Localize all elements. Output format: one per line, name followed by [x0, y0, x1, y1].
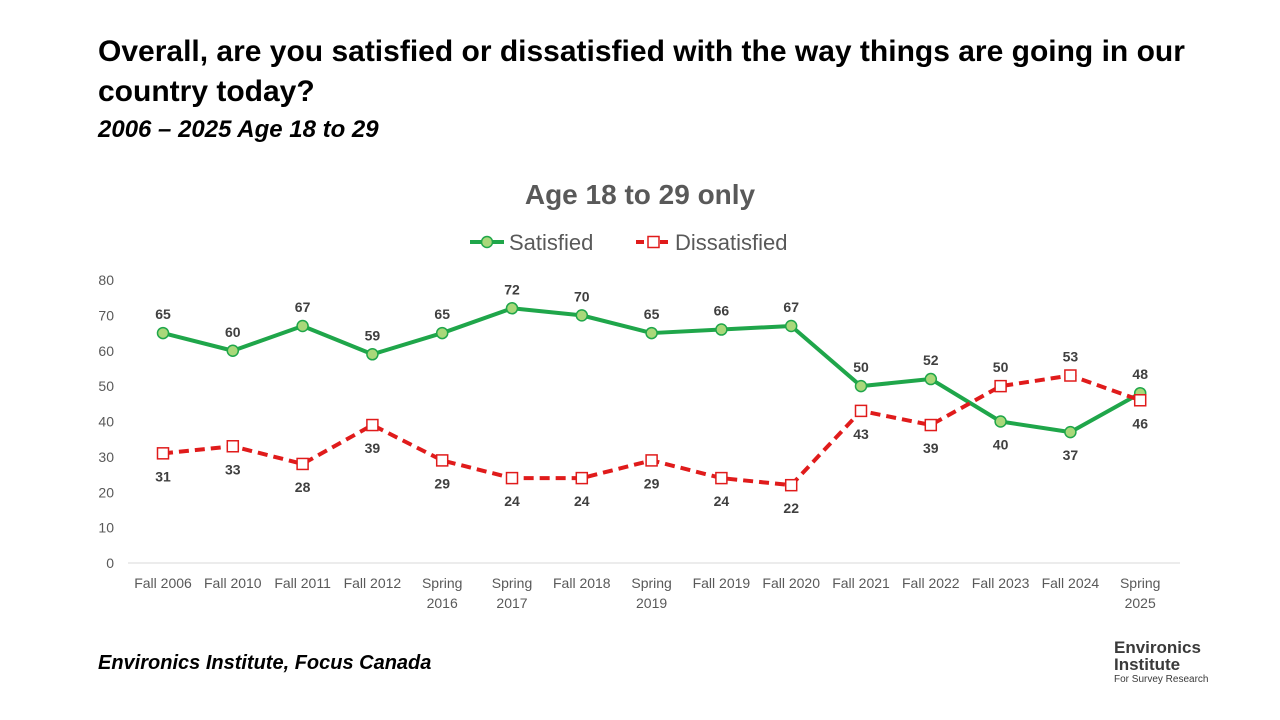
data-label-satisfied: 65 [644, 306, 660, 322]
data-point-dissatisfied [505, 471, 519, 485]
data-label-satisfied: 66 [714, 303, 730, 319]
logo-line-3: For Survey Research [1114, 674, 1209, 685]
data-point-dissatisfied [1133, 394, 1147, 407]
data-label-satisfied: 65 [434, 306, 450, 322]
x-tick-label: Spring 2016 [422, 575, 462, 611]
data-point-dissatisfied [1064, 369, 1077, 382]
page-subtitle: 2006 – 2025 Age 18 to 29 [98, 116, 379, 143]
x-tick-label: Fall 2022 [902, 575, 960, 591]
x-tick-label: Spring 2019 [631, 575, 671, 611]
data-label-dissatisfied: 46 [1132, 415, 1148, 431]
y-tick-label: 30 [98, 449, 114, 465]
data-label-dissatisfied: 33 [225, 461, 241, 477]
y-tick-label: 40 [98, 414, 114, 430]
x-tick-label: Spring 2017 [492, 575, 532, 611]
series-dissatisfied-line [162, 373, 1141, 488]
data-point-satisfied [924, 372, 938, 386]
data-label-satisfied: 37 [1063, 447, 1079, 463]
data-point-satisfied [435, 326, 449, 340]
data-label-dissatisfied: 29 [434, 475, 450, 491]
data-point-dissatisfied [715, 471, 728, 485]
data-label-dissatisfied: 28 [295, 479, 311, 495]
x-tick-label: Fall 2018 [553, 575, 611, 591]
y-tick-label: 20 [98, 484, 114, 500]
data-point-dissatisfied [156, 447, 170, 460]
data-point-satisfied [784, 319, 798, 333]
x-tick-label: Fall 2012 [344, 575, 402, 591]
data-point-dissatisfied [226, 440, 240, 453]
data-label-satisfied: 48 [1132, 366, 1148, 382]
x-tick-label: Fall 2010 [204, 575, 262, 591]
data-point-dissatisfied [435, 454, 449, 467]
x-tick-label: Fall 2006 [134, 575, 192, 591]
data-label-dissatisfied: 43 [853, 426, 869, 442]
data-point-satisfied [156, 326, 170, 340]
x-tick-label: Fall 2020 [762, 575, 820, 591]
data-label-dissatisfied: 24 [504, 493, 520, 509]
data-point-dissatisfied [645, 454, 658, 467]
data-label-satisfied: 40 [993, 437, 1009, 453]
y-tick-label: 70 [98, 307, 114, 323]
data-point-dissatisfied [366, 418, 379, 432]
data-label-dissatisfied: 53 [1063, 349, 1079, 365]
data-point-dissatisfied [575, 471, 589, 485]
x-tick-label: Fall 2011 [274, 575, 331, 591]
data-label-satisfied: 72 [504, 281, 520, 297]
data-label-satisfied: 50 [853, 359, 869, 375]
logo-line-1: Environics [1114, 638, 1201, 657]
source-note: Environics Institute, Focus Canada [98, 652, 432, 674]
data-point-dissatisfied [994, 379, 1007, 393]
data-point-satisfied [366, 348, 379, 361]
data-point-satisfied [575, 309, 589, 322]
data-label-dissatisfied: 39 [923, 440, 939, 456]
data-point-satisfied [296, 319, 309, 333]
x-tick-label: Fall 2021 [832, 575, 890, 591]
data-label-satisfied: 67 [783, 299, 799, 315]
data-point-dissatisfied [784, 478, 798, 492]
data-label-satisfied: 70 [574, 288, 590, 304]
data-point-satisfied [505, 302, 519, 315]
x-tick-label: Spring 2025 [1120, 575, 1160, 611]
environics-logo: Environics Institute For Survey Research [1114, 639, 1234, 687]
data-label-dissatisfied: 50 [993, 359, 1009, 375]
data-point-dissatisfied [924, 418, 938, 432]
y-tick-label: 50 [98, 378, 114, 394]
data-label-satisfied: 67 [295, 299, 311, 315]
data-label-satisfied: 65 [155, 306, 171, 322]
data-point-dissatisfied [296, 457, 309, 471]
legend-dissatisfied-label: Dissatisfied [675, 230, 787, 255]
x-tick-label: Fall 2023 [972, 575, 1030, 591]
y-tick-label: 10 [98, 520, 114, 536]
page-title: Overall, are you satisfied or dissatisfi… [98, 35, 1185, 108]
y-tick-label: 80 [98, 272, 114, 288]
data-label-dissatisfied: 22 [783, 500, 799, 516]
data-label-dissatisfied: 31 [155, 468, 171, 484]
data-point-satisfied [1064, 425, 1077, 439]
chart-title: Age 18 to 29 only [525, 179, 756, 210]
data-label-dissatisfied: 39 [365, 440, 381, 456]
data-label-dissatisfied: 29 [644, 475, 660, 491]
data-label-dissatisfied: 24 [714, 493, 730, 509]
x-tick-label: Fall 2019 [693, 575, 751, 591]
data-label-satisfied: 59 [365, 327, 381, 343]
logo-line-2: Institute [1114, 655, 1181, 674]
y-tick-label: 60 [98, 343, 114, 359]
data-point-satisfied [226, 344, 240, 357]
data-point-dissatisfied [854, 404, 868, 418]
legend-satisfied-marker [480, 235, 494, 249]
data-point-satisfied [854, 379, 868, 393]
data-label-satisfied: 52 [923, 352, 939, 368]
legend-satisfied-label: Satisfied [509, 230, 593, 255]
x-tick-label: Fall 2024 [1042, 575, 1100, 591]
data-point-satisfied [994, 415, 1007, 428]
data-label-satisfied: 60 [225, 324, 241, 340]
data-point-satisfied [715, 323, 728, 336]
data-point-satisfied [645, 326, 658, 340]
data-label-dissatisfied: 24 [574, 493, 590, 509]
y-tick-label: 0 [106, 555, 114, 571]
legend-dissatisfied-marker [647, 235, 660, 249]
